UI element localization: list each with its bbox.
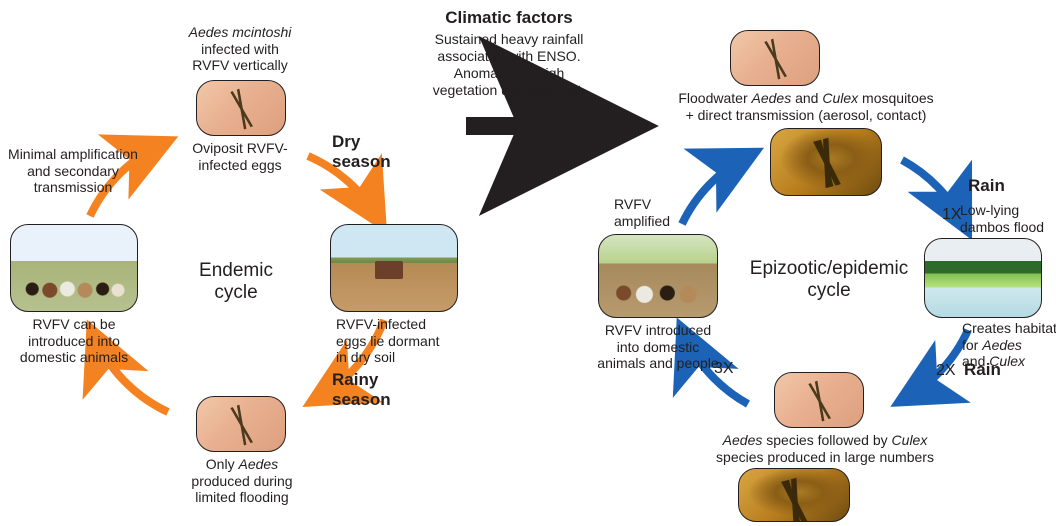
endemic-top-caption-rest: infected with RVFV vertically <box>192 41 287 74</box>
epizootic-top-small-mosquito-img <box>730 30 820 86</box>
species-culex-3: Culex <box>892 432 928 448</box>
endemic-left-top-caption: Minimal amplification and secondary tran… <box>0 146 148 196</box>
species-aedes-1: Aedes <box>238 456 278 472</box>
dry-season-label: Dry season <box>332 132 402 172</box>
epizootic-bottom-caption: Aedes species followed by Culex species … <box>700 432 950 465</box>
endemic-bottom-mosquito-img <box>196 396 286 452</box>
climatic-line-4: vegetation development. <box>433 82 586 98</box>
endemic-top-sub: Oviposit RVFV- infected eggs <box>180 140 300 173</box>
species-aedes-mcintoshi: Aedes mcintoshi <box>189 24 292 40</box>
epi-rb-a: Creates habitat <box>962 320 1056 336</box>
epi-top-f: + direct transmission (aerosol, contact) <box>686 107 927 123</box>
endemic-top-caption: Aedes mcintoshi infected with RVFV verti… <box>170 24 310 74</box>
epizootic-left-top-caption: RVFV amplified <box>614 196 704 229</box>
endemic-right-caption: RVFV-infected eggs lie dormant in dry so… <box>336 316 456 366</box>
endemic-left-bottom-caption: RVFV can be introduced into domestic ani… <box>8 316 140 366</box>
epizootic-top-caption: Floodwater Aedes and Culex mosquitoes + … <box>656 90 956 123</box>
climatic-factors-block: Climatic factors Sustained heavy rainfal… <box>400 8 618 99</box>
rainy-season-label: Rainy season <box>332 370 412 410</box>
epi-top-e: mosquitoes <box>858 90 933 106</box>
climatic-title: Climatic factors <box>400 8 618 29</box>
epizootic-right-bottom-caption: Creates habitat for Aedes and Culex <box>962 320 1056 370</box>
epi-top-a: Floodwater <box>678 90 751 106</box>
step-2x: 2X <box>936 362 956 380</box>
climatic-line-2: associated with ENSO. <box>437 48 580 64</box>
species-culex-1: Culex <box>822 90 858 106</box>
epizootic-right-top-caption: Low-lying dambos flood <box>960 202 1056 235</box>
endemic-bottom-a: Only <box>206 456 239 472</box>
epi-rb-b: for <box>962 337 982 353</box>
endemic-bottom-caption: Only Aedes produced during limited flood… <box>172 456 312 506</box>
species-aedes-2: Aedes <box>752 90 792 106</box>
epi-rb-d: and <box>962 353 989 369</box>
endemic-bottom-c: produced during limited flooding <box>191 473 292 506</box>
endemic-cattle-img <box>10 224 138 312</box>
epizootic-cycle-title: Epizootic/epidemic cycle <box>744 258 914 302</box>
step-1x: 1X <box>942 206 962 224</box>
epi-bot-b: species followed by <box>762 432 891 448</box>
species-aedes-3: Aedes <box>982 337 1022 353</box>
epi-top-c: and <box>791 90 822 106</box>
epi-bot-d: species produced in large numbers <box>716 449 934 465</box>
rain-label-1: Rain <box>968 176 1005 196</box>
climatic-line-1: Sustained heavy rainfall <box>435 31 584 47</box>
epizootic-dambo-img <box>924 238 1042 318</box>
endemic-top-mosquito-img <box>196 80 286 136</box>
epizootic-bottom-small-mosquito-img <box>774 372 864 428</box>
endemic-cycle-title: Endemic cycle <box>186 260 286 304</box>
epizootic-top-large-mosquito-img <box>770 128 882 196</box>
epizootic-bottom-large-mosquito-img <box>738 468 850 522</box>
epizootic-left-bottom-caption: RVFV introduced into domestic animals an… <box>588 322 728 372</box>
species-aedes-4: Aedes <box>723 432 763 448</box>
species-culex-2: Culex <box>989 353 1025 369</box>
epizootic-cattle-img <box>598 234 718 318</box>
climatic-line-3: Anomalously high <box>454 65 565 81</box>
endemic-dryland-img <box>330 224 458 312</box>
